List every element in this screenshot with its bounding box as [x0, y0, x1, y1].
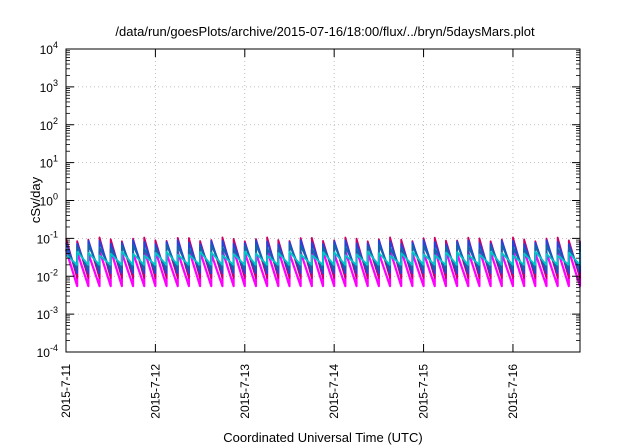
x-tick-label: 2015-7-15 [417, 364, 431, 419]
y-tick-label: 101 [40, 154, 58, 171]
x-tick-label: 2015-7-13 [238, 364, 252, 419]
y-axis-label: cSv/day [28, 176, 43, 223]
series-line [65, 244, 581, 271]
x-axis-label: Coordinated Universal Time (UTC) [223, 430, 422, 445]
x-tick-label: 2015-7-16 [506, 364, 520, 419]
y-tick-label: 10-2 [37, 267, 58, 284]
y-tick-label: 100 [40, 192, 58, 209]
x-tick-label: 2015-7-11 [59, 364, 73, 418]
y-tick-label: 10-3 [37, 305, 58, 322]
y-tick-label: 102 [40, 116, 58, 133]
y-tick-label: 104 [40, 40, 58, 57]
x-axis: 2015-7-11 2015-7-12 2015-7-13 2015-7-14 2015… [59, 49, 520, 419]
x-tick-label: 2015-7-14 [327, 364, 341, 419]
y-axis: 10-4 10-3 10-2 10-1 100 101 102 103 104 [37, 40, 580, 360]
y-tick-label: 10-4 [37, 343, 58, 360]
y-tick-label: 103 [40, 78, 58, 95]
chart-title: /data/run/goesPlots/archive/2015-07-16/1… [115, 24, 535, 39]
series-group [64, 236, 582, 288]
series-line [65, 250, 581, 266]
grid [66, 49, 580, 352]
x-tick-label: 2015-7-12 [148, 364, 162, 419]
y-tick-label: 10-1 [37, 229, 58, 246]
